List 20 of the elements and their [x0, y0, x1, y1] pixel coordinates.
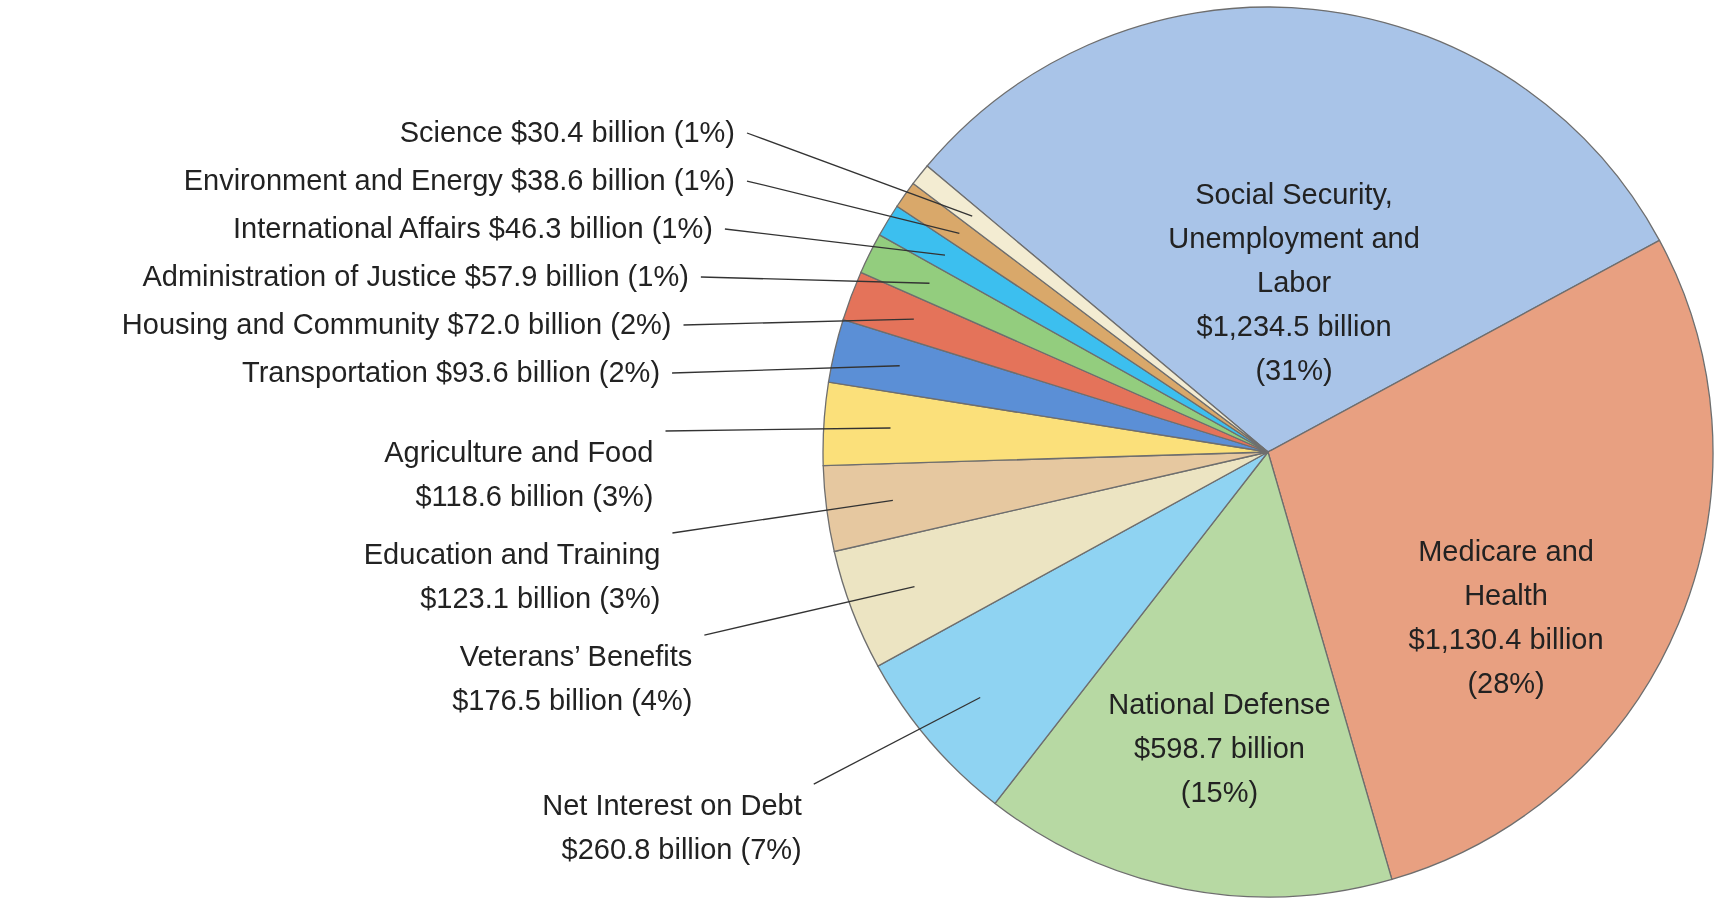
slice-label: National Defense: [1108, 688, 1331, 721]
data-label: $1,234.5 billion (31%): [1196, 310, 1392, 387]
slice-label: Net Interest on Debt: [542, 789, 802, 822]
slice-label: Transportation $93.6 billion (2%): [242, 356, 661, 389]
slice-label: Administration of Justice $57.9 billion (1%): [142, 260, 689, 293]
slice-label: International Affairs $46.3 billion (1%): [233, 212, 713, 245]
slice-label: Housing and Community $72.0 billion (2%): [121, 308, 672, 341]
slice-label: Agriculture and Food: [384, 436, 654, 469]
data-label: $598.7 billion (15%): [1134, 732, 1305, 809]
slice-label: Social Security, Unemployment and Labor: [1168, 178, 1420, 299]
data-label: $1,130.4 billion (28%): [1408, 622, 1604, 699]
slice-label: Medicare and Health: [1418, 534, 1594, 611]
slice-label: Education and Training: [363, 538, 661, 571]
data-label: $260.8 billion (7%): [561, 833, 802, 866]
data-label: $176.5 billion (4%): [452, 684, 693, 717]
slice-label: Science $30.4 billion (1%): [399, 116, 735, 149]
data-label: $123.1 billion (3%): [420, 582, 661, 615]
data-label: $118.6 billion (3%): [415, 480, 654, 513]
slice-label: Veterans’ Benefits: [459, 640, 693, 673]
slice-label: Environment and Energy $38.6 billion (1%): [183, 164, 735, 197]
